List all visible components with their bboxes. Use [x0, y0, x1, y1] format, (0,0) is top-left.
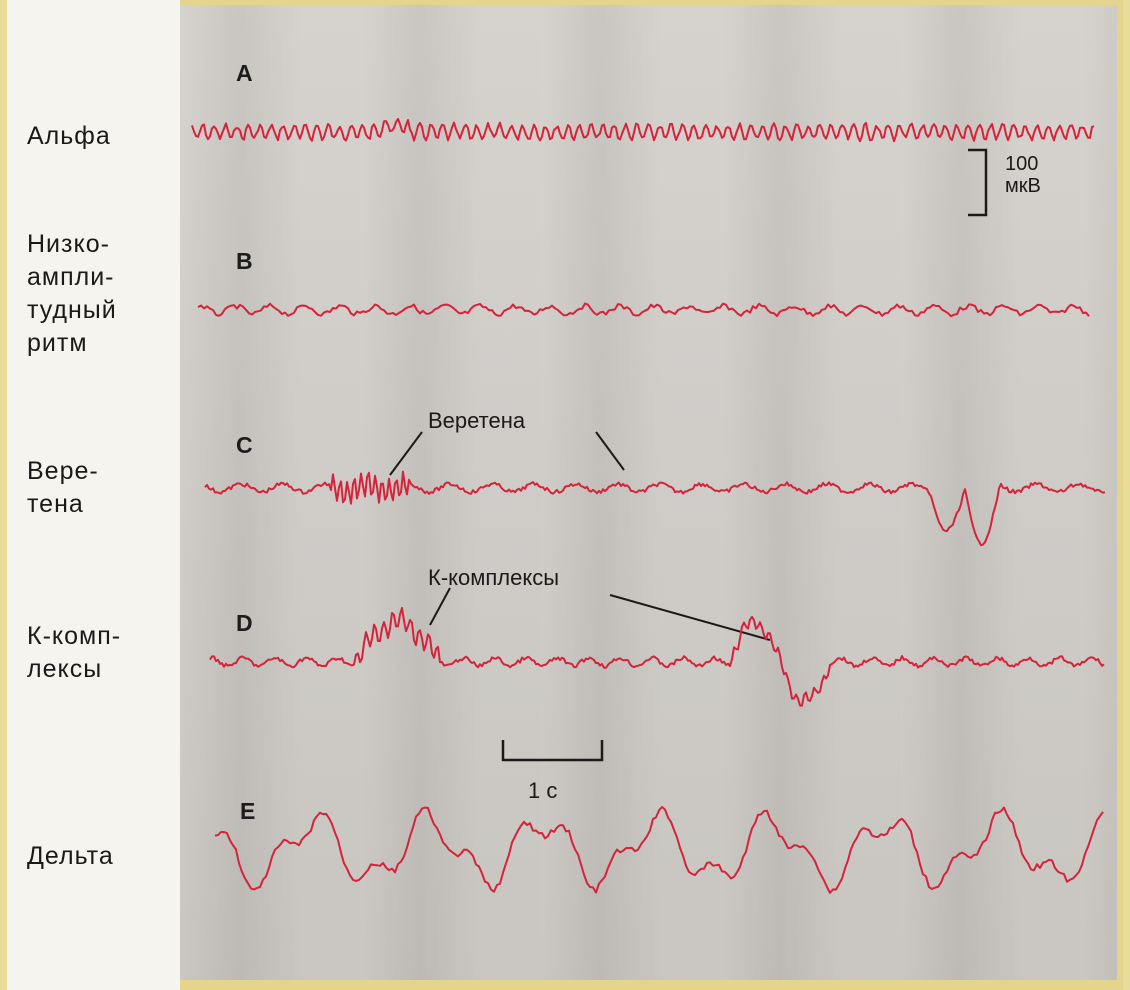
k-complexes-annotation: К-комплексы — [428, 565, 560, 590]
trace-c-spindles — [204, 470, 1106, 547]
k-complexes-pointer-left — [429, 587, 451, 626]
trace-letter-b: B — [236, 248, 253, 274]
trace-letter-a: A — [236, 60, 253, 86]
time-scale-bracket — [501, 740, 604, 762]
trace-letter-c: C — [236, 432, 253, 458]
trace-e-delta — [214, 806, 1104, 894]
trace-letter-e: E — [240, 798, 256, 824]
row-label-alpha: Альфа — [27, 122, 111, 150]
spindles-pointer-left — [389, 431, 423, 476]
k-complexes-pointer-right — [609, 594, 771, 641]
trace-a-alpha — [191, 117, 1095, 143]
trace-letter-d: D — [236, 610, 253, 636]
trace-b-low-amplitude — [197, 302, 1090, 318]
label-column — [7, 0, 180, 990]
row-label-delta: Дельта — [27, 842, 114, 870]
spindles-annotation: Веретена — [428, 408, 526, 433]
trace-d-k-complexes — [209, 607, 1105, 707]
row-label-k-complexes: К-комп- лексы — [27, 622, 122, 683]
row-label-low-amplitude: Низко- ампли- тудный ритм — [27, 230, 117, 357]
time-scale-label: 1 с — [528, 778, 558, 803]
spindles-pointer-right — [595, 431, 625, 471]
amplitude-scale-label: 100 мкВ — [1005, 153, 1041, 197]
amplitude-scale-bracket — [968, 148, 988, 217]
row-label-spindles: Вере- тена — [27, 457, 99, 518]
